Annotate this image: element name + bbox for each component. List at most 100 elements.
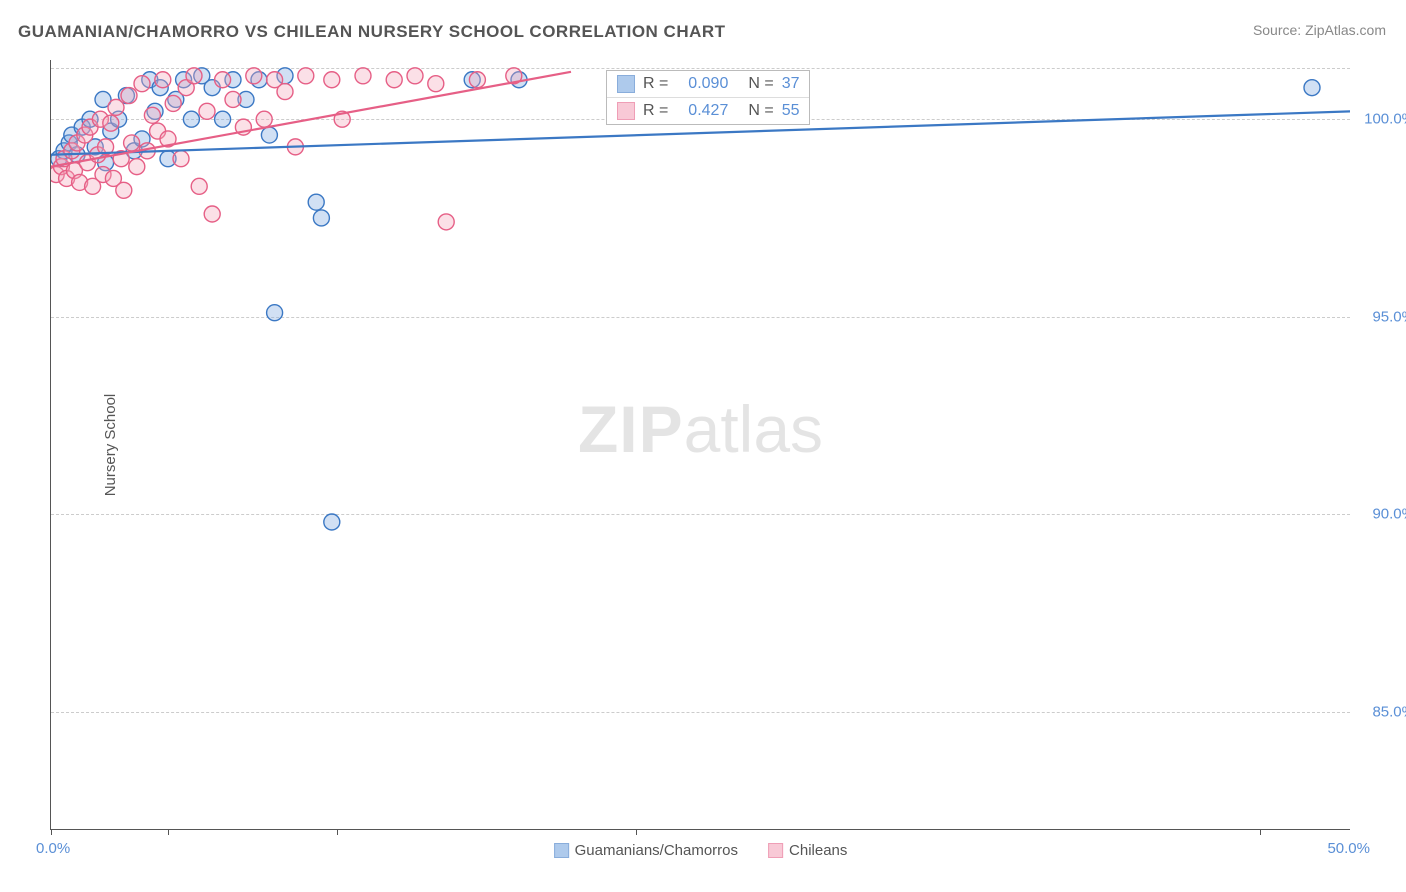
- y-tick-label: 85.0%: [1355, 703, 1406, 720]
- data-point: [79, 155, 95, 171]
- stat-r-label: R =: [643, 102, 668, 120]
- data-point: [428, 76, 444, 92]
- y-tick-label: 100.0%: [1355, 111, 1406, 128]
- data-point: [51, 167, 64, 183]
- gridline: [51, 68, 1350, 69]
- data-point: [126, 143, 142, 159]
- legend-item: Chileans: [768, 842, 847, 859]
- data-point: [134, 131, 150, 147]
- data-point: [144, 107, 160, 123]
- data-point: [150, 123, 166, 139]
- data-point: [95, 167, 111, 183]
- data-point: [355, 68, 371, 84]
- legend-item: Guamanians/Chamorros: [554, 842, 738, 859]
- data-point: [267, 72, 283, 88]
- chart-svg: [51, 60, 1350, 829]
- data-point: [105, 170, 121, 186]
- y-tick-label: 90.0%: [1355, 506, 1406, 523]
- data-point: [194, 68, 210, 84]
- stats-legend-box: R =0.090N =37R =0.427N =55: [606, 70, 810, 125]
- data-point: [59, 170, 75, 186]
- data-point: [438, 214, 454, 230]
- stat-r-label: R =: [643, 75, 668, 93]
- data-point: [199, 103, 215, 119]
- stat-n-label: N =: [748, 75, 773, 93]
- stat-r-value: 0.090: [676, 75, 728, 93]
- data-point: [82, 119, 98, 135]
- data-point: [98, 139, 114, 155]
- data-point: [103, 123, 119, 139]
- data-point: [116, 182, 132, 198]
- y-tick-label: 95.0%: [1355, 308, 1406, 325]
- data-point: [134, 76, 150, 92]
- data-point: [204, 80, 220, 96]
- data-point: [308, 194, 324, 210]
- source-label: Source: ZipAtlas.com: [1253, 22, 1386, 38]
- data-point: [69, 147, 85, 163]
- data-point: [215, 72, 231, 88]
- data-point: [191, 178, 207, 194]
- data-point: [173, 151, 189, 167]
- plot-area: Nursery School 100.0%95.0%90.0%85.0% 0.0…: [50, 60, 1350, 830]
- data-point: [246, 68, 262, 84]
- data-point: [147, 103, 163, 119]
- data-point: [1304, 80, 1320, 96]
- watermark: ZIPatlas: [578, 391, 823, 467]
- data-point: [103, 115, 119, 131]
- data-point: [261, 127, 277, 143]
- data-point: [139, 143, 155, 159]
- data-point: [165, 95, 181, 111]
- data-point: [160, 131, 176, 147]
- data-point: [386, 72, 402, 88]
- data-point: [298, 68, 314, 84]
- data-point: [238, 91, 254, 107]
- x-tick-label-min: 0.0%: [36, 840, 70, 857]
- gridline: [51, 712, 1350, 713]
- data-point: [77, 127, 93, 143]
- data-point: [251, 72, 267, 88]
- legend-label: Guamanians/Chamorros: [575, 842, 738, 859]
- data-point: [324, 514, 340, 530]
- data-point: [178, 80, 194, 96]
- data-point: [90, 147, 106, 163]
- data-point: [121, 88, 137, 104]
- data-point: [51, 151, 67, 167]
- data-point: [95, 91, 111, 107]
- legend-swatch: [768, 843, 783, 858]
- data-point: [160, 151, 176, 167]
- data-point: [56, 143, 72, 159]
- data-point: [324, 72, 340, 88]
- data-point: [69, 135, 85, 151]
- data-point: [53, 159, 69, 175]
- data-point: [168, 91, 184, 107]
- data-point: [113, 151, 129, 167]
- legend-swatch: [554, 843, 569, 858]
- data-point: [56, 151, 72, 167]
- data-point: [225, 72, 241, 88]
- data-point: [176, 72, 192, 88]
- x-tick: [636, 829, 637, 835]
- stat-r-value: 0.427: [676, 102, 728, 120]
- gridline: [51, 317, 1350, 318]
- data-point: [407, 68, 423, 84]
- data-point: [66, 163, 82, 179]
- data-point: [277, 68, 293, 84]
- x-tick: [1260, 829, 1261, 835]
- data-point: [186, 68, 202, 84]
- data-point: [267, 305, 283, 321]
- data-point: [98, 155, 114, 171]
- legend-label: Chileans: [789, 842, 847, 859]
- data-point: [287, 139, 303, 155]
- data-point: [142, 72, 158, 88]
- stat-n-label: N =: [748, 102, 773, 120]
- stat-n-value: 55: [782, 102, 800, 120]
- data-point: [64, 143, 80, 159]
- data-point: [225, 91, 241, 107]
- data-point: [155, 72, 171, 88]
- data-point: [277, 84, 293, 100]
- data-point: [313, 210, 329, 226]
- data-point: [118, 88, 134, 104]
- stats-row: R = 0.427 N = 55: [607, 97, 809, 124]
- data-point: [124, 135, 140, 151]
- x-tick: [168, 829, 169, 835]
